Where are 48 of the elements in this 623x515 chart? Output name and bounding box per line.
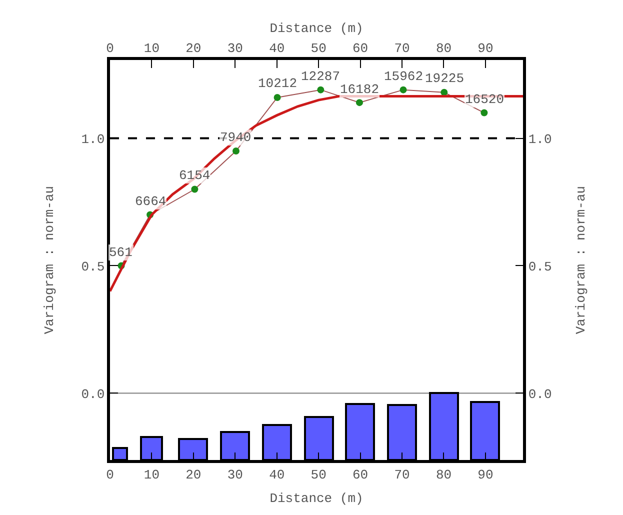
x-tick-label: 40: [269, 41, 285, 56]
x-tick-label: 50: [310, 41, 326, 56]
y-tick-label: 0.5: [81, 259, 105, 274]
x2-tick-label: 60: [352, 467, 368, 482]
x2-tick-label: 0: [106, 467, 114, 482]
x2-tick-label: 10: [144, 467, 160, 482]
x-tick-label: 10: [144, 41, 160, 56]
point: [440, 88, 448, 96]
x2-tick-label: 50: [310, 467, 326, 482]
x-tick-label: 90: [478, 41, 494, 56]
annotation: 6154: [179, 168, 210, 183]
x-tick-label: 0: [106, 41, 114, 56]
annotation: 6664: [135, 194, 166, 209]
x2-tick-label: 20: [186, 467, 202, 482]
x2-tick-label: 40: [269, 467, 285, 482]
x-tick-label: 20: [186, 41, 202, 56]
x2-axis-title: Distance (m): [270, 21, 364, 36]
y-tick-label: 1.0: [81, 132, 105, 147]
point: [232, 148, 240, 155]
point: [317, 86, 324, 94]
point: [400, 86, 407, 94]
y2-tick-label: 0.5: [528, 259, 552, 274]
annotation: 12287: [301, 69, 340, 84]
x-tick-label: 30: [227, 41, 243, 56]
annotation: 16182: [340, 82, 380, 97]
annotation: 16520: [465, 92, 504, 107]
x-axis-title: Distance (m): [270, 490, 364, 506]
annotation: 7940: [220, 130, 252, 145]
y2-tick-label: 0.0: [528, 386, 552, 402]
annotation: 19225: [425, 71, 464, 86]
x2-tick-label: 80: [436, 467, 452, 482]
y2-tick-label: 1.0: [528, 132, 552, 147]
y-axis-title: Variogram : norm-au: [42, 186, 58, 334]
annotation: 561: [109, 245, 133, 260]
y2-axis-title: Variogram : norm-au: [573, 186, 588, 334]
point: [480, 109, 488, 116]
x-tick-label: 70: [394, 41, 410, 56]
x-tick-label: 80: [436, 41, 452, 56]
point: [356, 99, 363, 106]
x-tick-label: 60: [352, 41, 368, 56]
point: [191, 186, 198, 193]
x2-tick-label: 70: [394, 467, 410, 482]
annotation: 15962: [384, 69, 424, 84]
x2-tick-label: 30: [227, 467, 243, 482]
x2-tick-label: 90: [478, 467, 494, 482]
y-tick-label: 0.0: [81, 386, 105, 402]
annotation: 10212: [258, 76, 298, 91]
point: [274, 94, 281, 101]
